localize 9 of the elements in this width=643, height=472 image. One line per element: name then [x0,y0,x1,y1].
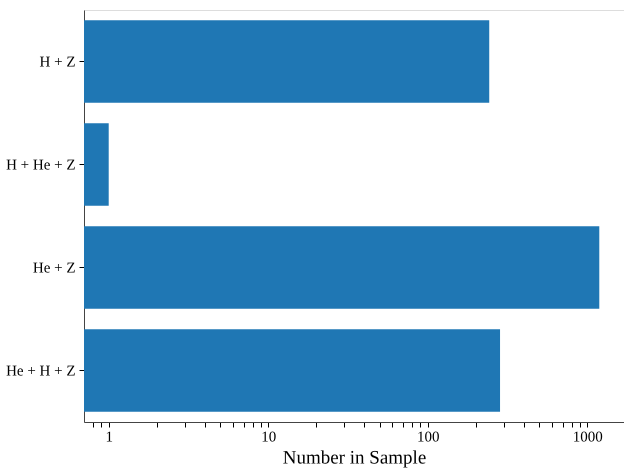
y-tick-label: H + He + Z [6,158,76,174]
y-tick-label: H + Z [40,54,76,70]
y-tick-label: He + Z [32,260,76,276]
x-axis-title: Number in Sample [282,448,426,468]
x-tick-label: 1 [105,430,113,446]
y-tick-label: He + H + Z [6,364,76,380]
x-tick-label: 100 [416,430,440,446]
x-tick-label: 1000 [572,430,603,446]
x-tick-label: 10 [261,430,276,446]
